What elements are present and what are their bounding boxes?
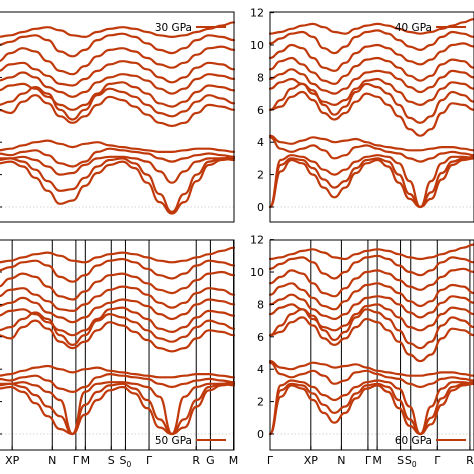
phonon-band-2	[268, 155, 474, 209]
phonon-band-3	[268, 154, 474, 209]
phonon-band-13	[0, 21, 236, 38]
y-tick-label: 8	[257, 71, 264, 84]
x-tick-label: M	[229, 454, 239, 467]
x-tick-label: M	[81, 454, 91, 467]
chart-panel-3: XP N Γ M S S0 Γ R G M50 GPa	[0, 239, 239, 469]
phonon-band-5	[0, 139, 236, 154]
x-tick-label: N	[48, 454, 56, 467]
phonon-band-12	[0, 257, 236, 283]
x-tick-label: Γ	[365, 454, 372, 467]
y-tick-label: 2	[257, 169, 264, 182]
x-tick-label: M	[372, 454, 382, 467]
phonon-band-12	[268, 254, 474, 280]
phonon-band-13	[268, 18, 474, 35]
phonon-band-9	[268, 293, 474, 321]
x-tick-label: R	[192, 454, 200, 467]
y-tick-label: 0	[257, 201, 264, 214]
phonon-band-2	[0, 381, 236, 436]
phonon-band-2	[0, 155, 236, 213]
phonon-band-4	[0, 147, 236, 168]
phonon-band-1	[268, 157, 474, 209]
plot-frame	[269, 239, 474, 451]
phonon-band-12	[0, 32, 236, 58]
plot-frame	[0, 239, 235, 451]
phonon-band-7	[0, 311, 236, 346]
x-tick-label: N	[337, 454, 345, 467]
phonon-band-4	[268, 361, 474, 389]
x-tick-label: S0	[120, 454, 132, 469]
x-tick-label: R	[466, 454, 474, 467]
phonon-band-10	[268, 56, 474, 85]
x-tick-label: Γ	[434, 454, 441, 467]
phonon-band-1	[268, 382, 474, 436]
phonon-band-4	[0, 373, 236, 393]
x-tick-label: Γ	[267, 454, 274, 467]
x-tick-label: XP	[304, 454, 319, 467]
phonon-band-13	[268, 243, 474, 261]
phonon-band-1	[0, 157, 236, 215]
phonon-band-10	[0, 60, 236, 87]
y-tick-label: 12	[250, 7, 264, 20]
phonon-band-7	[0, 86, 236, 121]
phonon-band-5	[268, 360, 474, 377]
phonon-band-9	[0, 71, 236, 98]
y-tick-label: 10	[250, 266, 264, 279]
phonon-band-11	[268, 42, 474, 72]
y-tick-label: 0	[257, 428, 264, 441]
y-tick-label: 6	[257, 331, 264, 344]
phonon-band-10	[268, 282, 474, 311]
phonon-band-11	[0, 45, 236, 76]
phonon-band-11	[0, 270, 236, 301]
phonon-band-6	[268, 316, 474, 363]
phonon-band-1	[0, 382, 236, 436]
y-tick-label: 4	[257, 363, 264, 376]
y-tick-label: 12	[250, 234, 264, 247]
legend-label: 30 GPa	[155, 22, 192, 34]
phonon-band-5	[0, 364, 236, 379]
x-tick-label: Γ	[73, 454, 80, 467]
phonon-band-2	[268, 381, 474, 436]
phonon-band-5	[268, 134, 474, 152]
chart-panel-2: 0 2 4 6 8 10 12 40 GPa	[250, 7, 474, 223]
y-tick-label: 2	[257, 396, 264, 409]
x-tick-label: S0	[405, 454, 417, 469]
phonon-band-8	[0, 306, 236, 337]
y-tick-label: 8	[257, 298, 264, 311]
chart-panel-1: 30 GPa	[0, 11, 236, 223]
legend-label: 40 GPa	[395, 22, 432, 34]
x-tick-label: G	[206, 454, 215, 467]
phonon-band-9	[0, 296, 236, 324]
phonon-band-10	[0, 285, 236, 312]
phonon-band-6	[268, 90, 474, 137]
x-tick-label: S	[397, 454, 404, 467]
x-tick-label: XP	[5, 454, 20, 467]
phonon-band-11	[268, 267, 474, 298]
phonon-band-3	[0, 381, 236, 436]
phonon-band-7	[268, 82, 474, 124]
phonon-band-13	[0, 246, 236, 264]
plot-frame	[0, 11, 235, 223]
plot-frame	[269, 11, 474, 223]
y-tick-label: 6	[257, 104, 264, 117]
phonon-band-8	[268, 303, 474, 332]
legend-label: 50 GPa	[155, 435, 192, 447]
phonon-band-3	[268, 379, 474, 436]
y-tick-label: 4	[257, 136, 264, 149]
phonon-band-7	[268, 308, 474, 350]
phonon-band-9	[268, 68, 474, 95]
phonon-band-6	[0, 319, 236, 353]
x-tick-label: Γ	[146, 454, 153, 467]
y-tick-label: 10	[250, 39, 264, 52]
phonon-band-8	[0, 81, 236, 111]
x-tick-label: S	[108, 454, 115, 467]
phonon-band-3	[0, 155, 236, 184]
legend-label: 60 GPa	[395, 435, 432, 447]
phonon-band-8	[268, 77, 474, 106]
phonon-band-12	[268, 29, 474, 55]
phonon-band-6	[0, 94, 236, 128]
phonon-band-4	[268, 136, 474, 163]
